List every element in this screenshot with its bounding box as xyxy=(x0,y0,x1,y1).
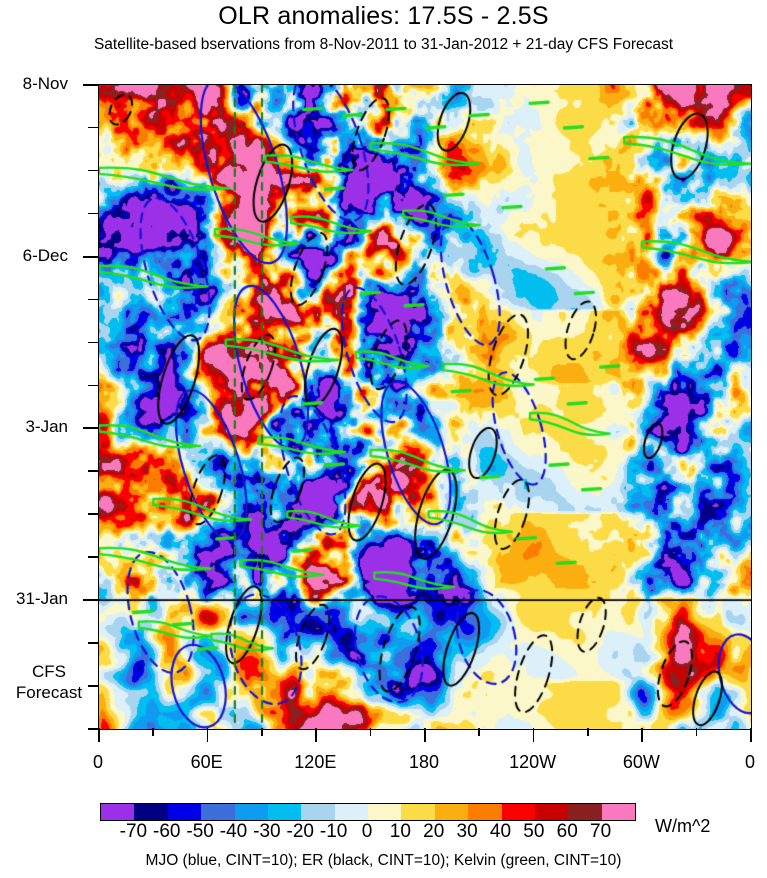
wave-contour-overlay xyxy=(99,85,751,729)
x-axis-label-60w: 60W xyxy=(622,752,660,772)
colorbar-swatch-5 xyxy=(267,804,302,820)
y-axis-label-6-dec: 6-Dec xyxy=(22,245,68,265)
x-tick-minor xyxy=(587,728,589,736)
colorbar-tick-20: 20 xyxy=(423,821,445,842)
x-tick-major xyxy=(315,728,318,742)
colorbar-tick-60: 60 xyxy=(556,821,578,842)
y-tick-major xyxy=(83,255,98,258)
colorbar-swatch-4 xyxy=(234,804,268,820)
y-tick-minor xyxy=(88,341,98,344)
colorbar-swatch-2 xyxy=(167,804,202,820)
y-tick-minor xyxy=(88,728,98,730)
colorbar-swatch-7 xyxy=(334,804,368,820)
colorbar-swatch-9 xyxy=(401,804,435,820)
x-tick-minor xyxy=(152,728,154,736)
colorbar-swatch-13 xyxy=(534,804,569,820)
colorbar-swatch-1 xyxy=(134,804,168,820)
colorbar-units: W/m^2 xyxy=(655,816,711,836)
colorbar-tick-0: 0 xyxy=(361,821,373,842)
x-axis-label-120e: 120E xyxy=(294,752,337,772)
x-tick-major xyxy=(424,728,426,742)
colorbar xyxy=(100,803,636,821)
plot-area xyxy=(98,84,752,730)
forecast-label-line1: CFS xyxy=(32,661,66,681)
y-tick-minor xyxy=(88,212,98,215)
colorbar-swatch-12 xyxy=(501,804,535,820)
forecast-label-line2: Forecast xyxy=(15,682,83,702)
colorbar-tick-50: 50 xyxy=(523,821,545,842)
y-axis-label-31-jan: 31-Jan xyxy=(16,589,68,609)
y-tick-minor xyxy=(88,384,98,387)
y-tick-major xyxy=(83,84,98,86)
x-axis-label-0: 0 xyxy=(744,752,755,772)
colorbar-tick-10: 10 xyxy=(389,821,411,842)
y-tick-minor xyxy=(88,642,98,644)
x-axis-label-180: 180 xyxy=(408,752,440,772)
x-tick-major xyxy=(641,728,644,742)
y-tick-major xyxy=(83,427,98,430)
x-axis-label-0: 0 xyxy=(92,752,103,772)
colorbar-swatch-0 xyxy=(101,804,135,820)
colorbar-tick-30: 30 xyxy=(456,821,478,842)
y-axis-label-3-jan: 3-Jan xyxy=(25,417,68,437)
colorbar-tick--40: -40 xyxy=(219,821,248,842)
colorbar-tick-40: 40 xyxy=(489,821,512,842)
page-title: OLR anomalies: 17.5S - 2.5S xyxy=(218,2,549,30)
colorbar-tick--50: -50 xyxy=(186,821,214,842)
colorbar-swatch-14 xyxy=(568,804,602,820)
x-tick-major xyxy=(750,728,752,742)
x-tick-major xyxy=(532,728,535,742)
figure-caption: MJO (blue, CINT=10); ER (black, CINT=10)… xyxy=(145,852,622,869)
forecast-axis-label: CFS Forecast xyxy=(4,661,94,703)
x-axis-label-120w: 120W xyxy=(509,752,557,772)
colorbar-tick-70: 70 xyxy=(590,821,612,842)
x-tick-minor xyxy=(261,728,263,736)
y-tick-minor xyxy=(88,513,98,515)
y-tick-minor xyxy=(88,685,98,687)
colorbar-swatch-8 xyxy=(368,804,402,820)
colorbar-swatch-10 xyxy=(434,804,469,820)
colorbar-tick--10: -10 xyxy=(319,821,348,842)
y-tick-minor xyxy=(88,556,98,558)
colorbar-swatch-3 xyxy=(201,804,235,820)
x-tick-minor xyxy=(695,728,698,736)
colorbar-tick--70: -70 xyxy=(119,821,148,842)
colorbar-swatch-15 xyxy=(601,804,635,820)
x-tick-major xyxy=(206,728,209,742)
y-tick-minor xyxy=(88,470,98,472)
figure-subtitle: Satellite-based bservations from 8-Nov-2… xyxy=(93,36,674,53)
x-tick-major xyxy=(98,728,100,742)
x-axis-label-60e: 60E xyxy=(190,752,223,772)
colorbar-swatch-6 xyxy=(301,804,335,820)
y-axis-label-8-nov: 8-Nov xyxy=(22,74,68,93)
colorbar-swatch-11 xyxy=(468,804,502,820)
colorbar-tick--20: -20 xyxy=(286,821,314,842)
y-tick-major xyxy=(83,599,98,601)
y-tick-minor xyxy=(88,126,98,129)
x-tick-minor xyxy=(369,728,372,736)
y-tick-minor xyxy=(88,298,98,301)
x-tick-minor xyxy=(478,728,480,736)
colorbar-tick--60: -60 xyxy=(153,821,181,842)
colorbar-tick--30: -30 xyxy=(253,821,281,842)
y-tick-minor xyxy=(88,169,98,172)
